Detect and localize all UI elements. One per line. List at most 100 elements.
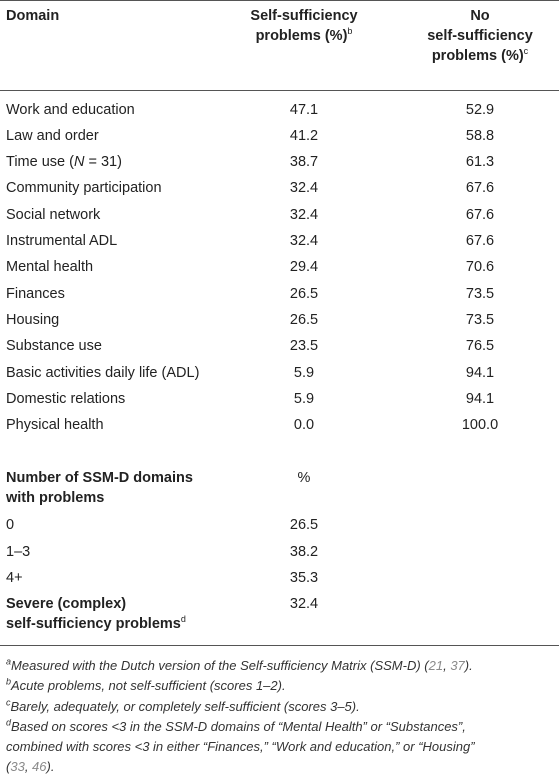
row-problems: 47.1 bbox=[289, 102, 319, 118]
header-domain: Domain bbox=[6, 8, 60, 24]
footnote-b-sup: b bbox=[6, 676, 12, 687]
footnote-d-line3: (33, 46). bbox=[6, 757, 554, 777]
row-problems: 32.4 bbox=[289, 180, 319, 196]
row-no-problems: 94.1 bbox=[465, 391, 495, 407]
footnote-b-text: Acute problems, not self-sufficient (sco… bbox=[11, 678, 286, 693]
row-no-problems: 73.5 bbox=[465, 286, 495, 302]
severe-label-line1: Severe (complex) bbox=[6, 596, 127, 612]
row-problems: 23.5 bbox=[289, 338, 319, 354]
row-domain: Law and order bbox=[6, 128, 99, 144]
severe-label-line2-wrap: self-sufficiency problemsd bbox=[6, 614, 186, 634]
row-problems: 5.9 bbox=[293, 391, 315, 407]
row-problems: 38.7 bbox=[289, 154, 319, 170]
footnote-d-line1-wrap: dBased on scores <3 in the SSM-D domains… bbox=[6, 717, 554, 737]
row-no-problems: 67.6 bbox=[465, 233, 495, 249]
section2-label-line1: Number of SSM-D domains bbox=[6, 470, 193, 486]
row-domain: Physical health bbox=[6, 417, 104, 433]
footnote-a-end: ). bbox=[464, 658, 473, 673]
footnote-a: aMeasured with the Dutch version of the … bbox=[6, 656, 554, 676]
row-domain: Finances bbox=[6, 286, 65, 302]
footnote-d-ref1[interactable]: 33 bbox=[10, 759, 25, 774]
severe-sup: d bbox=[180, 614, 186, 625]
table-row: 0 26.5 bbox=[0, 512, 559, 538]
row-problems: 0.0 bbox=[293, 417, 315, 433]
footnote-a-ref2[interactable]: 37 bbox=[450, 658, 465, 673]
table-row: Mental health 29.4 70.6 bbox=[0, 254, 559, 280]
header-problems-line1: Self-sufficiency bbox=[250, 8, 358, 24]
table-row: Instrumental ADL 32.4 67.6 bbox=[0, 228, 559, 254]
header-no-problems-line3-wrap: problems (%)c bbox=[410, 46, 550, 66]
footnote-c: cBarely, adequately, or completely self-… bbox=[6, 697, 554, 717]
row-domain: Instrumental ADL bbox=[6, 233, 118, 249]
bottom-rule bbox=[0, 645, 559, 646]
row-label: 0 bbox=[6, 517, 15, 533]
row-domain: Domestic relations bbox=[6, 391, 126, 407]
row-value: 38.2 bbox=[289, 544, 319, 560]
header-no-problems-line3: problems (%) bbox=[431, 48, 524, 64]
severe-label: Severe (complex) self-sufficiency proble… bbox=[6, 594, 186, 634]
header-problems-line2-wrap: problems (%)b bbox=[240, 26, 368, 46]
header-no-problems-sup: c bbox=[523, 46, 529, 57]
table-row: Substance use 23.5 76.5 bbox=[0, 333, 559, 359]
table-row: Law and order 41.2 58.8 bbox=[0, 123, 559, 149]
footnote-d-sup: d bbox=[6, 717, 12, 728]
table-row: Time use (N = 31) 38.7 61.3 bbox=[0, 149, 559, 175]
row-domain-post: = 31) bbox=[84, 154, 122, 170]
row-problems: 29.4 bbox=[289, 259, 319, 275]
footnote-a-sep: , bbox=[443, 658, 451, 673]
table-row: Domestic relations 5.9 94.1 bbox=[0, 386, 559, 412]
row-label: 4+ bbox=[6, 570, 23, 586]
table-row: 4+ 35.3 bbox=[0, 565, 559, 591]
row-domain-n: N bbox=[73, 154, 85, 170]
table-row: Work and education 47.1 52.9 bbox=[0, 97, 559, 123]
footnote-d-pre: ( bbox=[6, 759, 11, 774]
footnote-a-sup: a bbox=[6, 656, 12, 667]
severe-label-line2: self-sufficiency problems bbox=[6, 616, 181, 632]
row-no-problems: 67.6 bbox=[465, 207, 495, 223]
row-domain: Basic activities daily life (ADL) bbox=[6, 365, 200, 381]
top-rule bbox=[0, 0, 559, 1]
row-domain: Work and education bbox=[6, 102, 135, 118]
row-domain: Substance use bbox=[6, 338, 102, 354]
table-row: Physical health 0.0 100.0 bbox=[0, 412, 559, 438]
row-domain: Community participation bbox=[6, 180, 162, 196]
row-problems: 41.2 bbox=[289, 128, 319, 144]
row-domain: Time use (N = 31) bbox=[6, 149, 122, 175]
footnote-d-ref2[interactable]: 46 bbox=[32, 759, 47, 774]
header-rule bbox=[0, 90, 559, 91]
row-no-problems: 94.1 bbox=[465, 365, 495, 381]
row-domain-pre: Time use ( bbox=[6, 154, 74, 170]
row-no-problems: 58.8 bbox=[465, 128, 495, 144]
footnote-a-ref1[interactable]: 21 bbox=[428, 658, 444, 673]
header-problems-line2: problems (%) bbox=[255, 28, 348, 44]
table-row: Finances 26.5 73.5 bbox=[0, 281, 559, 307]
row-no-problems: 76.5 bbox=[465, 338, 495, 354]
row-label: 1–3 bbox=[6, 544, 31, 560]
table-row: Basic activities daily life (ADL) 5.9 94… bbox=[0, 360, 559, 386]
row-domain: Social network bbox=[6, 207, 101, 223]
severe-value: 32.4 bbox=[289, 596, 319, 612]
footnote-d-line1: Based on scores <3 in the SSM-D domains … bbox=[11, 719, 466, 734]
row-no-problems: 67.6 bbox=[465, 180, 495, 196]
footnote-d-sep: , bbox=[24, 759, 33, 774]
section2-label: Number of SSM-D domains with problems bbox=[6, 468, 193, 508]
row-no-problems: 52.9 bbox=[465, 102, 495, 118]
header-no-problems-line1: No bbox=[470, 8, 490, 24]
row-no-problems: 100.0 bbox=[461, 417, 499, 433]
footnote-d: dBased on scores <3 in the SSM-D domains… bbox=[6, 717, 554, 777]
footnote-a-text: Measured with the Dutch version of the S… bbox=[11, 658, 429, 673]
row-no-problems: 70.6 bbox=[465, 259, 495, 275]
footnote-b: bAcute problems, not self-sufficient (sc… bbox=[6, 676, 554, 696]
footnote-d-line2: combined with scores <3 in either “Finan… bbox=[6, 739, 475, 754]
row-domain: Mental health bbox=[6, 259, 94, 275]
header-problems: Self-sufficiency problems (%)b bbox=[240, 6, 368, 46]
header-no-problems-line2: self-sufficiency bbox=[427, 28, 533, 44]
table-row: Community participation 32.4 67.6 bbox=[0, 175, 559, 201]
section2-pct-header: % bbox=[297, 470, 311, 486]
row-value: 35.3 bbox=[289, 570, 319, 586]
row-no-problems: 73.5 bbox=[465, 312, 495, 328]
row-problems: 26.5 bbox=[289, 286, 319, 302]
footnote-d-end: ). bbox=[46, 759, 55, 774]
header-no-problems: No self-sufficiency problems (%)c bbox=[410, 6, 550, 66]
